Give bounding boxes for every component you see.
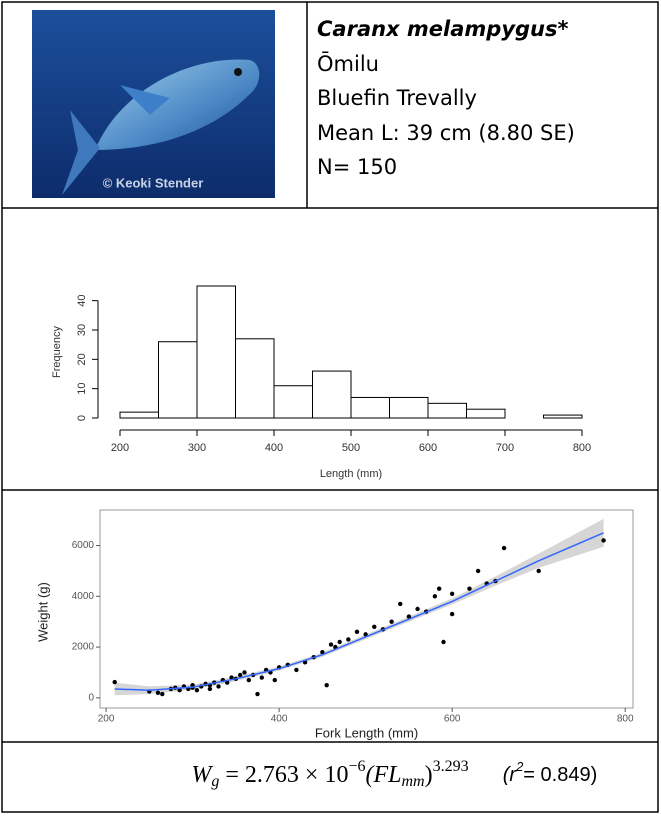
eq-part: W — [191, 762, 213, 788]
x-axis-label: Length (mm) — [320, 468, 382, 480]
y-axis-label: Weight (g) — [35, 582, 50, 642]
r-squared: (r2= 0.849) — [503, 759, 598, 786]
x-tick-label: 500 — [342, 442, 360, 454]
point — [160, 691, 165, 697]
sample-size: N= 150 — [317, 155, 397, 179]
point — [415, 606, 420, 612]
point — [337, 639, 342, 645]
point — [324, 682, 329, 688]
bar — [312, 370, 352, 419]
point — [354, 629, 360, 635]
bar — [273, 385, 313, 419]
point — [246, 677, 252, 683]
point — [441, 639, 446, 645]
eq-part: 2 — [515, 759, 524, 774]
hawaiian-name: Ōmilu — [317, 51, 379, 76]
y-tick-label: 0 — [76, 415, 88, 421]
bar — [235, 338, 275, 419]
point — [229, 675, 234, 680]
y-tick-label: 4000 — [72, 591, 95, 602]
point — [436, 586, 442, 591]
scatter-panel — [99, 509, 634, 709]
point — [207, 686, 213, 692]
point — [449, 591, 455, 596]
point — [294, 667, 299, 673]
point — [216, 684, 221, 689]
point — [272, 677, 277, 683]
bar — [466, 408, 506, 419]
point — [449, 611, 455, 617]
point — [501, 545, 507, 551]
point — [112, 679, 117, 685]
mean-length: Mean L: 39 cm (8.80 SE) — [317, 121, 575, 145]
point — [389, 619, 394, 624]
point — [320, 649, 325, 655]
bar — [119, 411, 159, 419]
bar — [196, 285, 236, 419]
y-tick-label: 10 — [76, 383, 88, 395]
point — [328, 642, 334, 647]
point — [224, 680, 230, 685]
point — [346, 637, 351, 642]
point — [194, 688, 200, 693]
point — [406, 614, 412, 619]
x-tick-label: 600 — [444, 714, 461, 725]
eq-part: −6 — [348, 758, 365, 775]
point — [237, 672, 243, 678]
point — [155, 690, 161, 695]
point — [363, 632, 368, 637]
y-tick-label: 30 — [76, 324, 88, 336]
bar — [389, 396, 429, 419]
x-tick-label: 700 — [496, 442, 514, 454]
point — [242, 670, 247, 675]
eq-part: = 0.849) — [523, 764, 597, 786]
scientific-name: Caranx melampygus* — [317, 17, 568, 41]
bar — [158, 341, 198, 419]
bar — [350, 396, 390, 419]
point — [372, 624, 377, 629]
point — [432, 594, 438, 599]
y-tick-label: 20 — [76, 353, 88, 365]
eq-part: 3.293 — [433, 758, 469, 775]
x-tick-label: 600 — [419, 442, 437, 454]
eq-part: (r — [503, 764, 518, 786]
point — [536, 568, 541, 574]
photo-credit: © Keoki Stender — [103, 175, 204, 190]
x-tick-label: 800 — [617, 714, 634, 725]
point — [467, 586, 472, 591]
point — [475, 568, 481, 574]
x-tick-label: 200 — [111, 442, 129, 454]
fish-photo — [32, 10, 275, 198]
x-tick-label: 800 — [573, 442, 591, 454]
equation: Wg = 2.763 × 10−6(FLmm)3.293 — [191, 758, 468, 790]
eq-part: mm — [402, 773, 425, 790]
common-name: Bluefin Trevally — [317, 86, 477, 110]
eq-part: (FL — [366, 762, 402, 788]
y-tick-label: 2000 — [72, 642, 95, 653]
y-tick-label: 0 — [88, 692, 94, 703]
x-axis-label: Fork Length (mm) — [315, 725, 418, 740]
point — [259, 675, 265, 680]
point — [601, 538, 606, 543]
point — [177, 688, 182, 693]
point — [398, 601, 403, 607]
x-tick-label: 300 — [188, 442, 206, 454]
bar — [427, 402, 467, 419]
y-tick-label: 40 — [76, 295, 88, 307]
x-tick-label: 200 — [98, 714, 115, 725]
y-axis-label: Frequency — [51, 326, 63, 378]
point — [255, 691, 260, 697]
bar — [543, 414, 583, 419]
x-tick-label: 400 — [265, 442, 283, 454]
eq-part: g — [211, 773, 219, 790]
x-tick-label: 400 — [271, 714, 288, 725]
y-tick-label: 6000 — [72, 540, 95, 551]
eq-part: ) — [425, 762, 433, 788]
eq-part: = 2.763 × 10 — [219, 762, 348, 788]
fit-line — [114, 532, 604, 691]
